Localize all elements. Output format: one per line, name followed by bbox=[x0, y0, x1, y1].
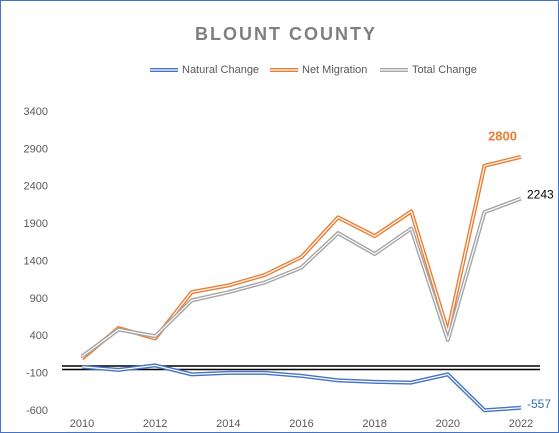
legend-label: Net Migration bbox=[302, 64, 367, 76]
x-tick-label: 2014 bbox=[216, 418, 240, 430]
legend-label: Total Change bbox=[412, 64, 477, 76]
series-line-inner bbox=[81, 197, 522, 357]
x-tick-label: 2022 bbox=[509, 418, 533, 430]
y-tick-label: 2900 bbox=[24, 143, 48, 155]
y-tick-label: 3400 bbox=[24, 106, 48, 118]
y-tick-label: 900 bbox=[30, 293, 48, 305]
y-tick-label: 1900 bbox=[24, 218, 48, 230]
chart-title: BLOUNT COUNTY bbox=[195, 24, 377, 44]
y-tick-label: 400 bbox=[30, 330, 48, 342]
data-label: 2243 bbox=[527, 188, 554, 202]
y-tick-label: 2400 bbox=[24, 181, 48, 193]
y-tick-label: 1400 bbox=[24, 255, 48, 267]
y-tick-label: -100 bbox=[26, 368, 48, 380]
x-tick-label: 2016 bbox=[289, 418, 313, 430]
legend-label: Natural Change bbox=[182, 64, 259, 76]
x-tick-label: 2020 bbox=[436, 418, 460, 430]
series-line-inner bbox=[81, 364, 522, 411]
x-tick-label: 2018 bbox=[362, 418, 386, 430]
data-label: -557 bbox=[527, 397, 551, 411]
x-tick-label: 2010 bbox=[70, 418, 94, 430]
y-tick-label: -600 bbox=[26, 405, 48, 417]
series-line-inner bbox=[81, 156, 522, 360]
x-tick-label: 2012 bbox=[143, 418, 167, 430]
data-label: 2800 bbox=[488, 128, 517, 143]
